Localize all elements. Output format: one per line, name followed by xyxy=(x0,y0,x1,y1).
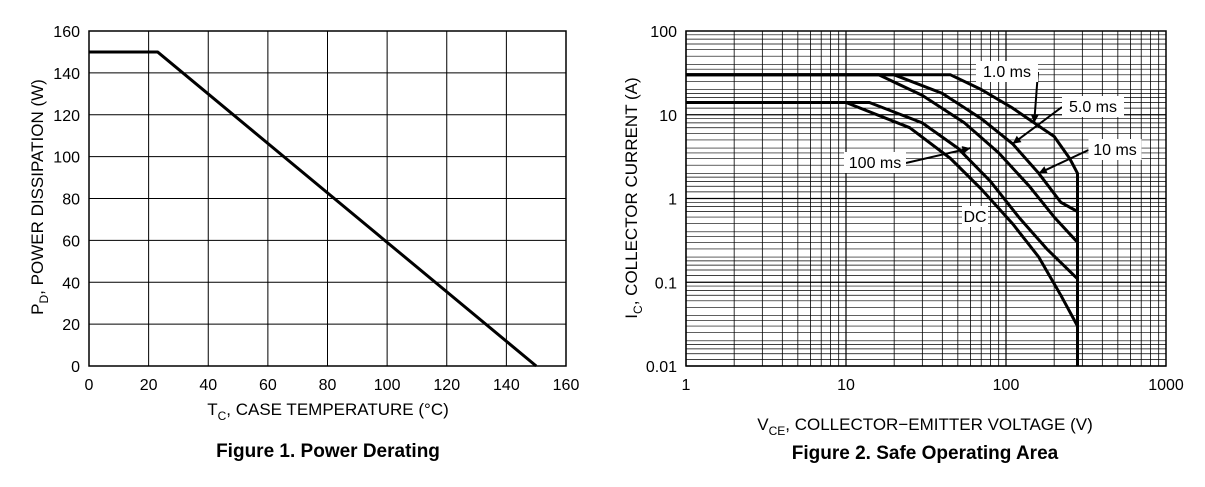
fig1-y-axis-label: PD, POWER DISSIPATION (W) xyxy=(28,79,51,315)
fig1-y-tick-label: 100 xyxy=(53,150,80,167)
fig1-x-tick-labels: 0 20 40 60 80 100 120 140 160 xyxy=(85,377,580,394)
fig2-annotation-arrowhead-1-0-ms xyxy=(1030,114,1039,123)
fig1-x-tick-label: 120 xyxy=(433,377,460,394)
fig1-series-layer xyxy=(89,50,538,368)
fig2-x-tick-label: 10 xyxy=(837,377,855,394)
fig1-x-tick-label: 140 xyxy=(493,377,520,394)
fig2-annotation-label-5-0-ms: 5.0 ms xyxy=(1069,99,1117,116)
fig2-x-tick-label: 1 xyxy=(682,377,691,394)
fig2-y-tick-label: 10 xyxy=(659,108,677,125)
fig2-soa-curve-1-0-ms xyxy=(686,73,1079,366)
fig2-series-layer xyxy=(686,73,1079,366)
fig2-y-tick-label: 1 xyxy=(668,192,677,209)
fig2-annotation-arrow-100-ms xyxy=(905,147,971,164)
fig2-annotation-arrowhead-5-0-ms xyxy=(1012,135,1022,144)
fig1-y-tick-label: 20 xyxy=(62,317,80,334)
fig2-annotation-box-1-0-ms xyxy=(976,61,1038,82)
fig2-annotation-label-100-ms: 100 ms xyxy=(849,155,901,172)
fig2-annotations: 1.0 ms 5.0 ms 10 ms 100 ms DC xyxy=(844,61,1142,227)
fig1-x-tick-label: 20 xyxy=(140,377,158,394)
fig1-x-tick-label: 60 xyxy=(259,377,277,394)
fig2-annotation-box-5-0-ms xyxy=(1062,96,1124,117)
fig1-y-tick-label: 80 xyxy=(62,192,80,209)
fig2-soa-curve-dc xyxy=(686,101,1079,327)
fig2-annotation-arrowhead-10-ms xyxy=(1038,166,1048,174)
fig2-y-tick-labels: 0.01 0.1 1 10 100 xyxy=(646,24,677,376)
fig1-plot-frame xyxy=(88,30,567,367)
fig1-x-axis-label: TC, CASE TEMPERATURE (°C) xyxy=(207,400,449,423)
fig2-soa-curve-100-ms xyxy=(686,101,1079,280)
power-derating-chart: 0 20 40 60 80 100 120 140 160 0 20 40 60 80 100 120 140… xyxy=(28,24,580,462)
fig2-caption: Figure 2. Safe Operating Area xyxy=(792,443,1059,464)
fig2-x-tick-label: 100 xyxy=(993,377,1020,394)
fig2-y-tick-label: 0.1 xyxy=(655,275,677,292)
fig2-y-axis-label: IC, COLLECTOR CURRENT (A) xyxy=(622,77,645,318)
fig2-annotation-label-10-ms: 10 ms xyxy=(1093,142,1137,159)
fig1-caption: Figure 1. Power Derating xyxy=(216,441,440,462)
fig1-x-tick-label: 160 xyxy=(553,377,580,394)
fig2-grid xyxy=(685,31,1166,367)
fig2-x-tick-labels: 1 10 100 1000 xyxy=(682,377,1184,394)
fig1-derating-line xyxy=(89,50,538,368)
fig2-annotation-box-100-ms xyxy=(844,152,906,173)
fig2-y-tick-label: 100 xyxy=(650,24,677,41)
fig2-soa-curve-5-0-ms xyxy=(686,73,1079,213)
fig2-plot-frame xyxy=(685,30,1167,367)
fig1-x-tick-label: 0 xyxy=(85,377,94,394)
fig1-x-tick-label: 80 xyxy=(319,377,337,394)
fig1-y-tick-labels: 0 20 40 60 80 100 120 140 160 xyxy=(53,24,80,376)
fig2-annotation-box-10-ms xyxy=(1088,139,1142,160)
fig1-y-tick-label: 60 xyxy=(62,233,80,250)
fig2-x-tick-label: 1000 xyxy=(1148,377,1184,394)
fig1-y-tick-label: 160 xyxy=(53,24,80,41)
fig1-y-tick-label: 120 xyxy=(53,108,80,125)
fig2-x-axis-label: VCE, COLLECTOR−EMITTER VOLTAGE (V) xyxy=(757,415,1093,438)
fig2-annotation-label-dc: DC xyxy=(963,209,986,226)
fig1-y-tick-label: 140 xyxy=(53,66,80,83)
fig2-annotation-arrow-10-ms xyxy=(1038,149,1089,175)
fig2-annotation-box-dc xyxy=(962,206,988,227)
fig2-annotation-label-1-0-ms: 1.0 ms xyxy=(983,64,1031,81)
fig1-x-tick-label: 100 xyxy=(374,377,401,394)
fig2-y-tick-label: 0.01 xyxy=(646,359,677,376)
fig1-x-tick-label: 40 xyxy=(199,377,217,394)
fig2-soa-curve-10-ms xyxy=(686,73,1079,244)
fig1-y-tick-label: 40 xyxy=(62,275,80,292)
fig1-y-tick-label: 0 xyxy=(71,359,80,376)
fig2-annotation-arrowhead-100-ms xyxy=(961,146,971,154)
fig2-annotation-arrow-5-0-ms xyxy=(1012,106,1063,145)
